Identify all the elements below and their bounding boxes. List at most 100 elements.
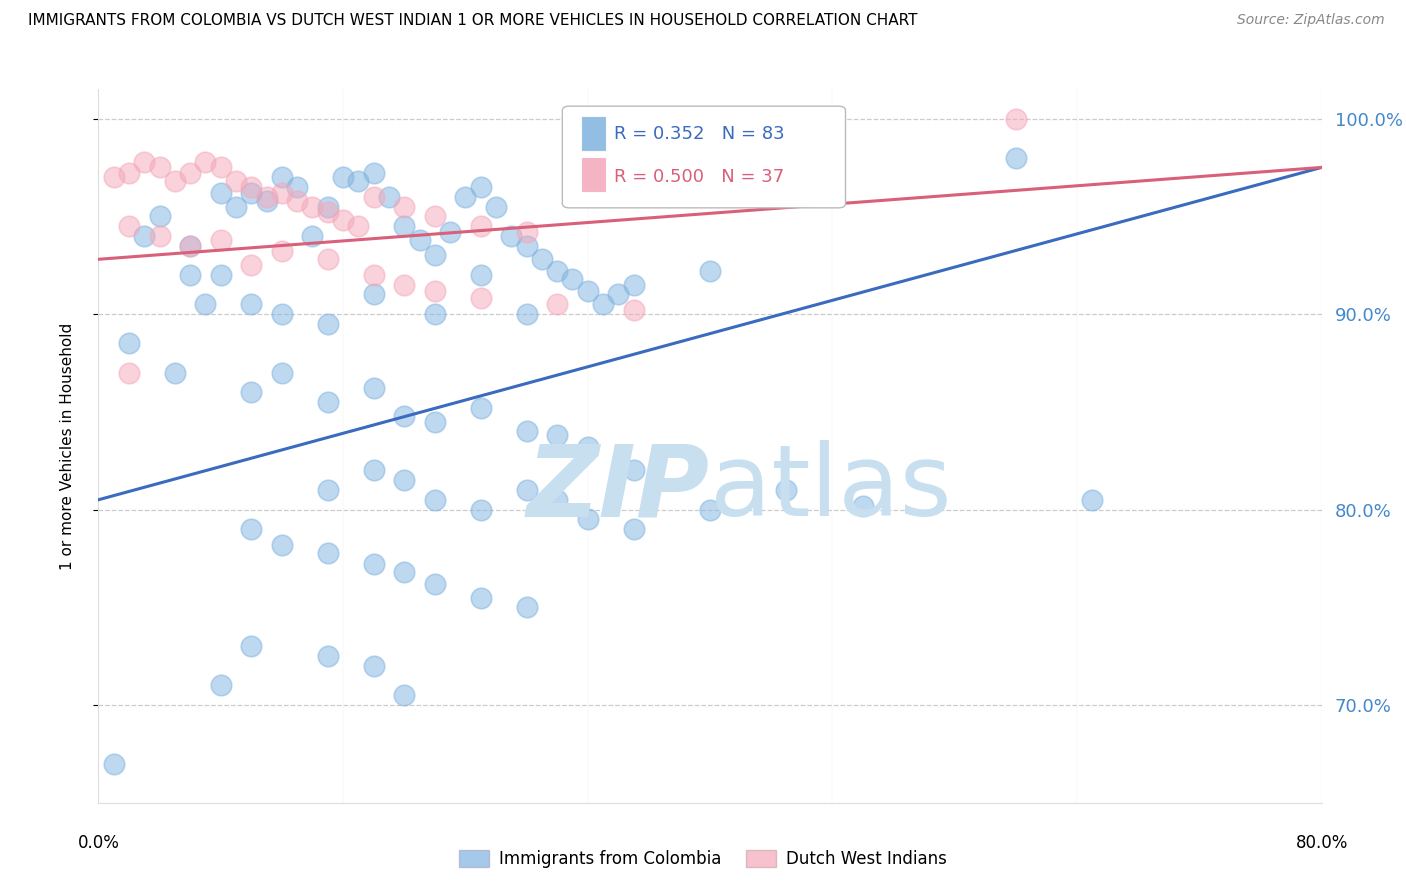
Point [470,180,492,194]
Point [470,502,492,516]
Point [194,297,217,311]
Point [515,225,537,239]
Point [515,425,537,439]
Point [163,174,186,188]
Text: atlas: atlas [710,441,952,537]
Point [103,756,125,771]
Point [470,591,492,605]
Point [256,190,278,204]
Text: 80.0%: 80.0% [1295,834,1348,852]
Point [392,219,416,233]
Point [623,303,645,318]
Legend: Immigrants from Colombia, Dutch West Indians: Immigrants from Colombia, Dutch West Ind… [453,843,953,875]
Point [515,600,537,615]
Point [209,268,232,282]
Point [546,492,568,507]
Text: ZIP: ZIP [527,441,710,537]
Point [363,287,385,301]
Point [392,473,416,487]
Point [515,483,537,497]
Point [209,233,232,247]
Point [332,213,354,227]
Point [270,307,294,321]
Point [179,238,201,252]
Point [194,154,217,169]
Point [392,565,416,579]
Point [179,268,201,282]
Point [270,170,294,185]
Point [240,258,263,272]
Point [209,186,232,200]
Point [240,180,263,194]
Point [363,463,385,477]
Point [363,190,385,204]
Point [316,545,339,559]
Point [316,252,339,267]
Point [470,219,492,233]
Point [179,238,201,252]
Point [316,205,339,219]
Point [103,170,125,185]
Point [392,200,416,214]
Point [392,277,416,292]
Point [607,287,630,301]
Point [470,292,492,306]
Point [179,166,201,180]
Point [561,272,583,286]
Point [118,336,141,351]
Point [392,409,416,423]
Text: IMMIGRANTS FROM COLOMBIA VS DUTCH WEST INDIAN 1 OR MORE VEHICLES IN HOUSEHOLD CO: IMMIGRANTS FROM COLOMBIA VS DUTCH WEST I… [28,13,918,29]
Point [118,366,141,380]
Text: R = 0.352   N = 83: R = 0.352 N = 83 [614,125,785,143]
Point [699,264,721,278]
Point [240,385,263,400]
Point [699,502,721,516]
Point [285,194,308,208]
Point [225,174,247,188]
Point [134,154,156,169]
Point [225,200,247,214]
Text: 0.0%: 0.0% [77,834,120,852]
Point [240,522,263,536]
Point [149,228,172,243]
Point [285,180,308,194]
Point [530,252,553,267]
Point [256,194,278,208]
Point [515,238,537,252]
Point [576,284,599,298]
Point [592,297,614,311]
Point [1004,112,1026,126]
Point [546,297,568,311]
Point [423,415,446,429]
Point [623,463,645,477]
Point [454,190,477,204]
Point [623,277,645,292]
Point [270,244,294,259]
Point [316,200,339,214]
Text: R = 0.500   N = 37: R = 0.500 N = 37 [614,169,785,186]
Point [301,200,323,214]
Point [1004,151,1026,165]
Point [347,219,370,233]
Point [576,512,599,526]
Point [149,161,172,175]
Point [501,228,523,243]
Point [363,268,385,282]
Point [163,366,186,380]
Point [363,381,385,395]
Y-axis label: 1 or more Vehicles in Household: 1 or more Vehicles in Household [60,322,75,570]
Point [439,225,461,239]
Point [134,228,156,243]
Point [316,395,339,409]
Point [576,440,599,454]
Point [423,284,446,298]
Point [423,209,446,223]
Point [546,428,568,442]
Point [378,190,401,204]
Point [363,659,385,673]
Point [363,558,385,572]
Point [240,640,263,654]
Point [392,688,416,702]
Point [852,499,875,513]
Point [470,401,492,415]
